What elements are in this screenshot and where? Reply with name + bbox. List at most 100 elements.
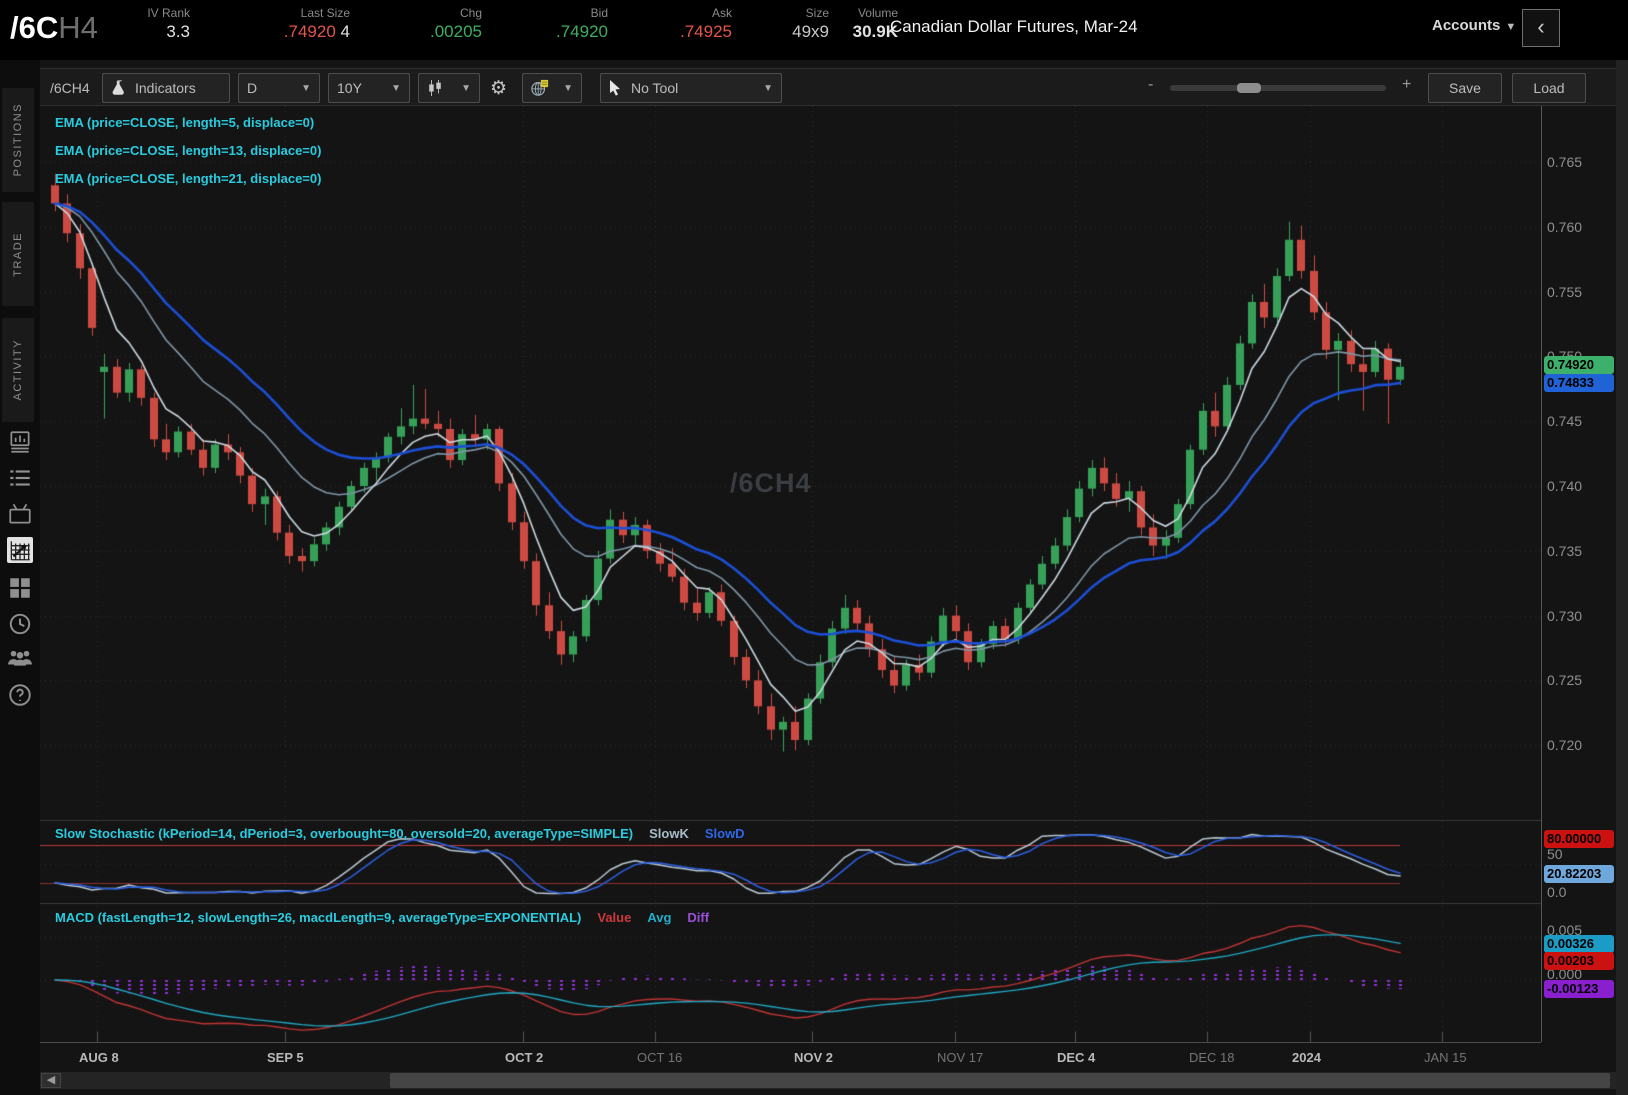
price-axis-label: 0.765 [1547,154,1583,170]
left-sidebar: POSITIONS TRADE ACTIVITY [0,60,40,1095]
price-axis-label: 0.720 [1547,737,1583,754]
chevron-left-icon: ‹ [1537,14,1545,39]
time-axis-label: OCT 16 [637,1050,683,1065]
time-axis-label: 2024 [1292,1050,1321,1065]
scroll-left-button[interactable]: ◀ [41,1073,61,1088]
gear-icon: ⚙ [490,77,508,99]
quote-field-chg: Chg .00205 [360,6,482,44]
change-value: .00205 [430,22,482,41]
chevron-down-icon: ▼ [461,82,471,94]
time-axis-label: OCT 2 [505,1050,544,1065]
collapse-panel-button[interactable]: ‹ [1522,9,1560,47]
volume-value: 30.9K [852,22,898,41]
chart-layout-dropdown[interactable]: ▼ [522,73,582,103]
stoch-axis-zero-label: 0.0 [1547,884,1567,900]
sidebar-tab-trade[interactable]: TRADE [2,202,34,306]
price-axis-label: 0.760 [1547,218,1583,235]
macd-value-legend: Value [597,910,632,925]
last-price: .74920 [283,22,336,41]
macd-axis-zero-label: 0.000 [1547,966,1583,982]
list-icon[interactable] [7,465,33,491]
stochastic-study-label[interactable]: Slow Stochastic (kPeriod=14, dPeriod=3, … [55,826,745,841]
zoom-slider-thumb[interactable] [1237,83,1261,93]
people-icon[interactable] [7,645,33,671]
sidebar-tab-activity[interactable]: ACTIVITY [2,318,34,422]
chart-type-dropdown[interactable]: ▼ [418,73,480,103]
quote-field-ask: Ask .74925 [616,6,732,44]
history-icon[interactable] [7,611,33,637]
macd-avg-legend: Avg [647,910,672,925]
range-dropdown[interactable]: 10Y ▼ [328,73,410,103]
slowk-legend: SlowK [649,826,689,841]
indicators-flask-icon [112,80,124,95]
time-axis-label: JAN 15 [1424,1050,1467,1065]
save-button[interactable]: Save [1428,73,1502,103]
price-axis[interactable]: 0.7200.7250.7300.7350.7400.7450.7500.755… [1541,106,1616,1042]
macd-study-label[interactable]: MACD (fastLength=12, slowLength=26, macd… [55,910,710,925]
ask-value: .74925 [680,22,732,41]
dashboard-icon[interactable] [7,575,33,601]
ema21-study-label[interactable]: EMA (price=CLOSE, length=21, displace=0) [55,171,322,186]
chart-grid-icon[interactable] [7,537,33,563]
quote-header: /6CH4 IV Rank 3.3 Last Size .74920 4 Chg… [0,0,1628,60]
macd-axis-top-label: 0.005 [1547,922,1583,938]
symbol-title: /6CH4 [10,10,98,46]
indicators-button[interactable]: Indicators [102,73,230,103]
zoom-in-button[interactable]: + [1402,76,1412,93]
zoom-out-button[interactable]: - [1148,76,1154,93]
help-icon[interactable] [7,682,33,708]
price-axis-label: 0.755 [1547,283,1583,300]
price-axis-label: 0.735 [1547,542,1583,559]
aggregation-dropdown[interactable]: D ▼ [238,73,320,103]
time-axis-label: SEP 5 [267,1050,304,1065]
chevron-down-icon: ▼ [563,82,573,94]
ema-price-bubble: 0.74833 [1544,374,1614,392]
quote-field-iv-rank: IV Rank 3.3 [147,6,190,41]
price-chart[interactable] [40,106,1541,1042]
symbol-watermark: /6CH4 [730,468,812,498]
chevron-down-icon: ▼ [301,82,311,94]
slowd-legend: SlowD [704,826,745,841]
time-axis-label: NOV 17 [937,1050,984,1065]
symbol-suffix: H4 [58,10,98,45]
time-axis-label: DEC 18 [1189,1050,1235,1065]
report-icon[interactable] [7,429,33,455]
time-axis[interactable]: AUG 8 SEP 5 OCT 2 OCT 16 NOV 2 NOV 17 DEC 4 DEC… [40,1042,1541,1074]
chart-toolbar: /6CH4 Indicators D ▼ 10Y ▼ ▼ ⚙ [40,68,1616,106]
chart-settings-button[interactable]: ⚙ [490,73,507,103]
macd-avg-bubble: 0.00326 [1544,935,1614,953]
zoom-slider[interactable] [1170,83,1386,93]
time-axis-label: NOV 2 [794,1050,834,1065]
toolbar-symbol-label: /6CH4 [50,80,90,96]
bid-value: .74920 [556,22,608,41]
chart-panel: /6CH4 Indicators D ▼ 10Y ▼ ▼ ⚙ [40,60,1616,1095]
time-axis-label: AUG 8 [79,1050,119,1065]
chevron-down-icon: ▼ [763,82,773,94]
macd-diff-legend: Diff [687,910,710,925]
price-axis-label: 0.725 [1547,672,1583,689]
ema5-study-label[interactable]: EMA (price=CLOSE, length=5, displace=0) [55,115,315,130]
drawing-tool-dropdown[interactable]: No Tool ▼ [600,73,782,103]
quote-field-size: Size 49x9 [740,6,829,44]
scrollbar-thumb[interactable] [390,1073,1610,1088]
globe-grid-icon [531,79,549,96]
ema13-study-label[interactable]: EMA (price=CLOSE, length=13, displace=0) [55,143,322,158]
sidebar-tab-positions[interactable]: POSITIONS [2,88,34,192]
contract-description: Canadian Dollar Futures, Mar-24 [890,17,1138,36]
quote-field-volume: Volume 30.9K [832,6,898,44]
tv-icon[interactable] [7,501,33,527]
last-price-bubble: 0.74920 [1544,356,1614,374]
chevron-down-icon: ▼ [1505,21,1517,33]
size-value: 49x9 [792,22,829,41]
quote-field-last-size: Last Size .74920 4 [283,6,350,41]
chevron-down-icon: ▼ [391,82,401,94]
time-axis-label: DEC 4 [1057,1050,1096,1065]
load-button[interactable]: Load [1512,73,1586,103]
accounts-dropdown[interactable]: Accounts ▼ [1432,17,1517,34]
macd-diff-bubble: -0.00123 [1544,980,1614,998]
candlestick-chart-icon [429,80,441,96]
last-size: 4 [340,22,350,41]
horizontal-scrollbar[interactable]: ◀ [40,1072,1616,1089]
stoch-overbought-bubble: 80.00000 [1544,830,1614,848]
cursor-icon [610,80,620,96]
